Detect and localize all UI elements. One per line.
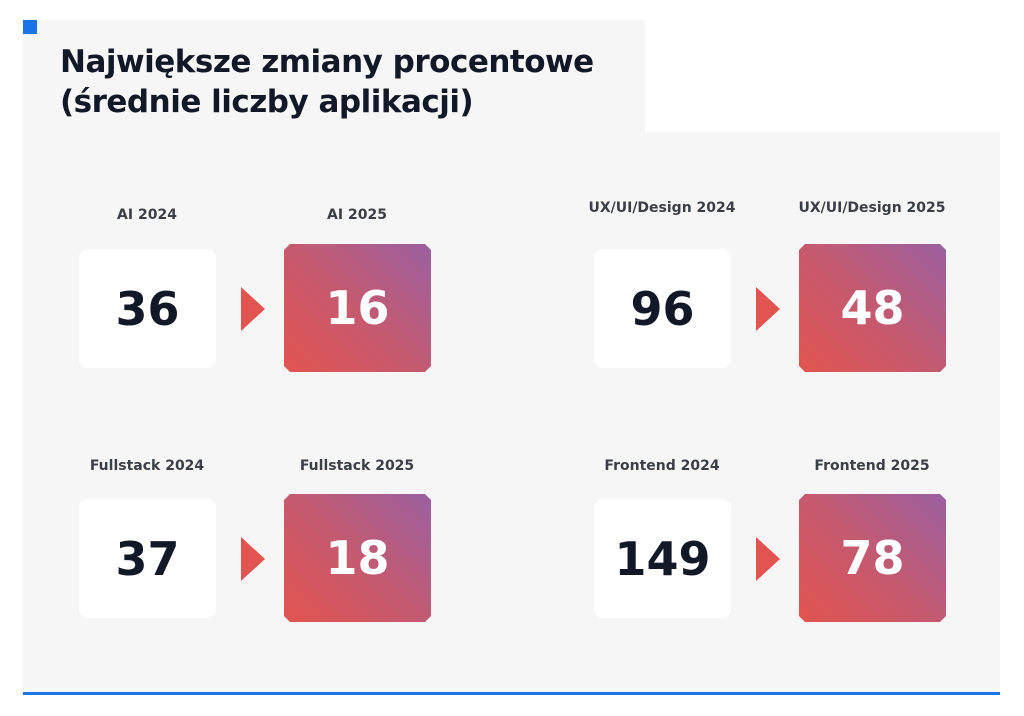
arrow-right-icon <box>241 537 265 581</box>
value-card-fullstack-2025: 18 <box>284 494 431 622</box>
label-fullstack-2025: Fullstack 2025 <box>299 458 415 474</box>
label-frontend-2025: Frontend 2025 <box>814 458 930 474</box>
accent-square <box>23 20 37 34</box>
value-card-frontend-2025: 78 <box>799 494 946 622</box>
arrow-right-icon <box>241 287 265 331</box>
header-notch <box>645 20 1001 132</box>
bottom-accent-line <box>23 692 1000 695</box>
value-card-ai-2025: 16 <box>284 244 431 372</box>
value-card-ai-2024: 36 <box>79 249 216 368</box>
label-ai-2025: AI 2025 <box>327 207 387 223</box>
label-ai-2024: AI 2024 <box>117 207 177 223</box>
value-card-uxui-2025: 48 <box>799 244 946 372</box>
title-line-1: Największe zmiany procentowe <box>60 44 594 80</box>
arrow-right-icon <box>756 287 780 331</box>
value-card-frontend-2024: 149 <box>594 499 731 618</box>
title-line-2: (średnie liczby aplikacji) <box>60 84 474 120</box>
arrow-right-icon <box>756 537 780 581</box>
value-card-uxui-2024: 96 <box>594 249 731 368</box>
label-uxui-2025: UX/UI/Design 2025 <box>798 200 946 216</box>
page-title: Największe zmiany procentowe (średnie li… <box>60 42 594 122</box>
label-fullstack-2024: Fullstack 2024 <box>89 458 205 474</box>
value-card-fullstack-2024: 37 <box>79 499 216 618</box>
label-uxui-2024: UX/UI/Design 2024 <box>588 200 736 216</box>
label-frontend-2024: Frontend 2024 <box>604 458 720 474</box>
